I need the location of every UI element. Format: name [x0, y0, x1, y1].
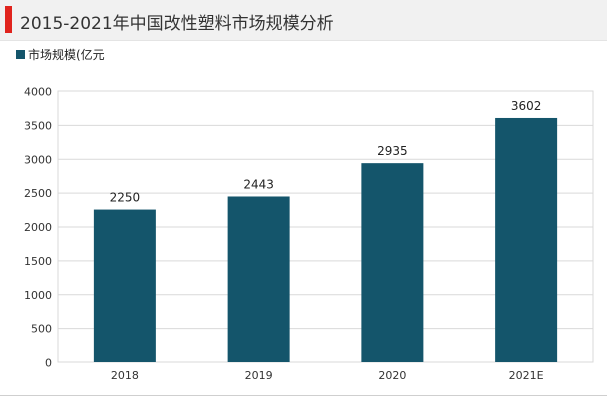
bar [495, 117, 558, 362]
y-tick-label: 0 [45, 357, 52, 370]
x-tick-label: 2018 [111, 369, 139, 382]
y-tick-label: 2500 [24, 187, 52, 200]
x-tick-label: 2019 [245, 369, 273, 382]
data-label: 2935 [377, 144, 408, 158]
data-label: 3602 [511, 99, 542, 113]
bar [227, 196, 290, 362]
y-tick-label: 500 [31, 323, 52, 336]
x-tick-label: 2021E [509, 369, 544, 382]
x-tick-label: 2020 [378, 369, 406, 382]
bar [93, 209, 156, 362]
y-tick-label: 3000 [24, 153, 52, 166]
y-tick-label: 3500 [24, 119, 52, 132]
y-tick-label: 2000 [24, 221, 52, 234]
bottom-divider [0, 395, 607, 396]
y-tick-label: 1000 [24, 289, 52, 302]
legend-label: 市场规模(亿元 [28, 48, 105, 62]
legend-swatch [16, 50, 25, 59]
data-label: 2250 [110, 191, 141, 205]
title-accent-bar [5, 6, 12, 33]
chart-title: 2015-2021年中国改性塑料市场规模分析 [20, 14, 334, 34]
y-tick-label: 1500 [24, 255, 52, 268]
legend: 市场规模(亿元 [16, 46, 105, 63]
bar [361, 163, 424, 362]
data-label: 2443 [243, 177, 274, 191]
title-bar: 2015-2021年中国改性塑料市场规模分析 [0, 0, 607, 41]
y-tick-label: 4000 [24, 86, 52, 99]
